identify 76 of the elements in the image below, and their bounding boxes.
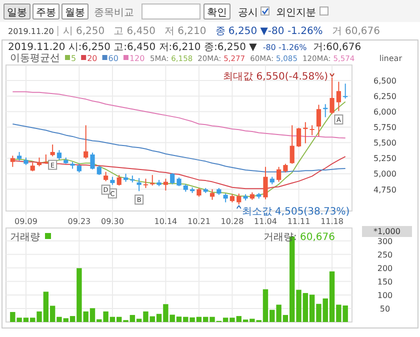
y-tick-label: 4,750 bbox=[374, 185, 396, 194]
candlestick bbox=[290, 124, 294, 164]
text: 공시 bbox=[238, 8, 258, 18]
y-tick-label: 6,500 bbox=[374, 76, 396, 86]
candlestick bbox=[84, 124, 88, 160]
legend-label: 120 bbox=[129, 54, 145, 63]
candlestick bbox=[143, 178, 148, 189]
annotation: 최대값 6,550(-4.58%) bbox=[223, 71, 328, 82]
text: 일봉 bbox=[7, 8, 27, 18]
y-tick-label: 5,250 bbox=[374, 154, 396, 164]
candlestick bbox=[116, 174, 122, 186]
candlestick bbox=[343, 83, 348, 100]
x-tick-label: 09.09 bbox=[14, 217, 38, 226]
legend-label: 60 bbox=[108, 54, 118, 63]
legend-title: 이동평균선 bbox=[10, 53, 60, 64]
legend-label: 20 bbox=[87, 54, 98, 63]
text: 종 6,250 ▼-80 -1.26% bbox=[215, 26, 323, 37]
y-tick-label: 5,750 bbox=[374, 123, 396, 132]
y-tick-label: 300 bbox=[377, 236, 393, 246]
candlestick bbox=[310, 124, 314, 136]
text: *1,000 bbox=[374, 227, 400, 236]
candlestick bbox=[236, 193, 242, 205]
y-tick-label: 6,250 bbox=[374, 92, 396, 102]
legend-label: 거래량 bbox=[10, 232, 40, 243]
y-tick-label: 250 bbox=[377, 250, 393, 260]
candlestick bbox=[210, 188, 215, 200]
y-tick-label: 100 bbox=[377, 290, 393, 300]
candlestick bbox=[90, 152, 95, 170]
x-tick-label: 11.18 bbox=[320, 217, 344, 226]
text: 2019.11.20 시:6,250 고:6,450 저:6,210 종:6,250 ▼ bbox=[8, 42, 258, 53]
candlestick bbox=[104, 171, 108, 182]
x-tick-label: 09.23 bbox=[68, 217, 91, 226]
candlestick bbox=[263, 166, 268, 200]
text: 시 6,250 bbox=[62, 26, 105, 37]
text: 저 6,210 bbox=[164, 26, 206, 37]
text: 2019.11.20 bbox=[8, 27, 54, 36]
x-tick-label: 11.04 bbox=[254, 217, 277, 226]
annotation: 최소값 4,505(38.73%) bbox=[242, 206, 350, 218]
candlestick bbox=[276, 166, 282, 182]
text: 종목비교 bbox=[94, 8, 134, 18]
candlestick bbox=[296, 127, 302, 148]
text: -80 -1.26% bbox=[262, 43, 308, 52]
candlestick bbox=[150, 174, 155, 186]
candlestick bbox=[136, 178, 142, 192]
legend-label: 5 bbox=[71, 54, 76, 63]
y-tick-label: 200 bbox=[377, 264, 393, 273]
text: linear bbox=[379, 54, 403, 63]
candlestick bbox=[303, 122, 308, 144]
y-tick-label: 5,000 bbox=[374, 170, 396, 179]
annotation: 거래량: 60,676 bbox=[263, 232, 335, 243]
y-tick-label: 150 bbox=[377, 277, 393, 286]
x-tick-label: 09.30 bbox=[101, 217, 124, 226]
candlestick bbox=[163, 178, 168, 191]
y-tick-label: 5,500 bbox=[374, 138, 396, 148]
candlestick bbox=[56, 150, 62, 161]
candlestick bbox=[316, 104, 322, 137]
text: 거 60,676 bbox=[332, 26, 380, 37]
line-series bbox=[12, 91, 346, 139]
text: 거:60,676 bbox=[312, 42, 362, 53]
x-tick-label: 10.21 bbox=[188, 217, 210, 226]
candlestick bbox=[170, 172, 175, 185]
text: 외인지분 bbox=[276, 8, 316, 18]
text: 월봉 bbox=[65, 8, 85, 18]
text: 확인 bbox=[207, 8, 227, 18]
candlestick bbox=[10, 155, 15, 168]
x-tick-label: 11.11 bbox=[287, 217, 310, 226]
x-tick-label: 10.28 bbox=[220, 217, 244, 226]
candlestick bbox=[336, 81, 341, 112]
candlestick bbox=[50, 144, 55, 157]
candlestick bbox=[96, 165, 102, 176]
y-tick-label: 6,000 bbox=[374, 108, 396, 117]
text: 주봉 bbox=[36, 8, 56, 18]
y-tick-label: 50 bbox=[380, 304, 390, 314]
candlestick bbox=[330, 76, 334, 115]
text: 고 6,450 bbox=[114, 26, 156, 37]
x-tick-label: 10.14 bbox=[154, 217, 178, 226]
